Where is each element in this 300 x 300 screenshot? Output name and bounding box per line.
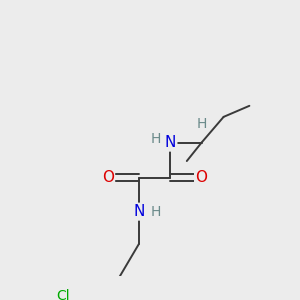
Text: O: O: [196, 170, 208, 185]
Text: H: H: [196, 117, 207, 131]
Text: Cl: Cl: [56, 289, 70, 300]
Text: N: N: [133, 204, 145, 219]
Text: H: H: [150, 205, 161, 219]
Text: N: N: [165, 135, 176, 150]
Text: O: O: [102, 170, 114, 185]
Text: H: H: [150, 132, 161, 146]
